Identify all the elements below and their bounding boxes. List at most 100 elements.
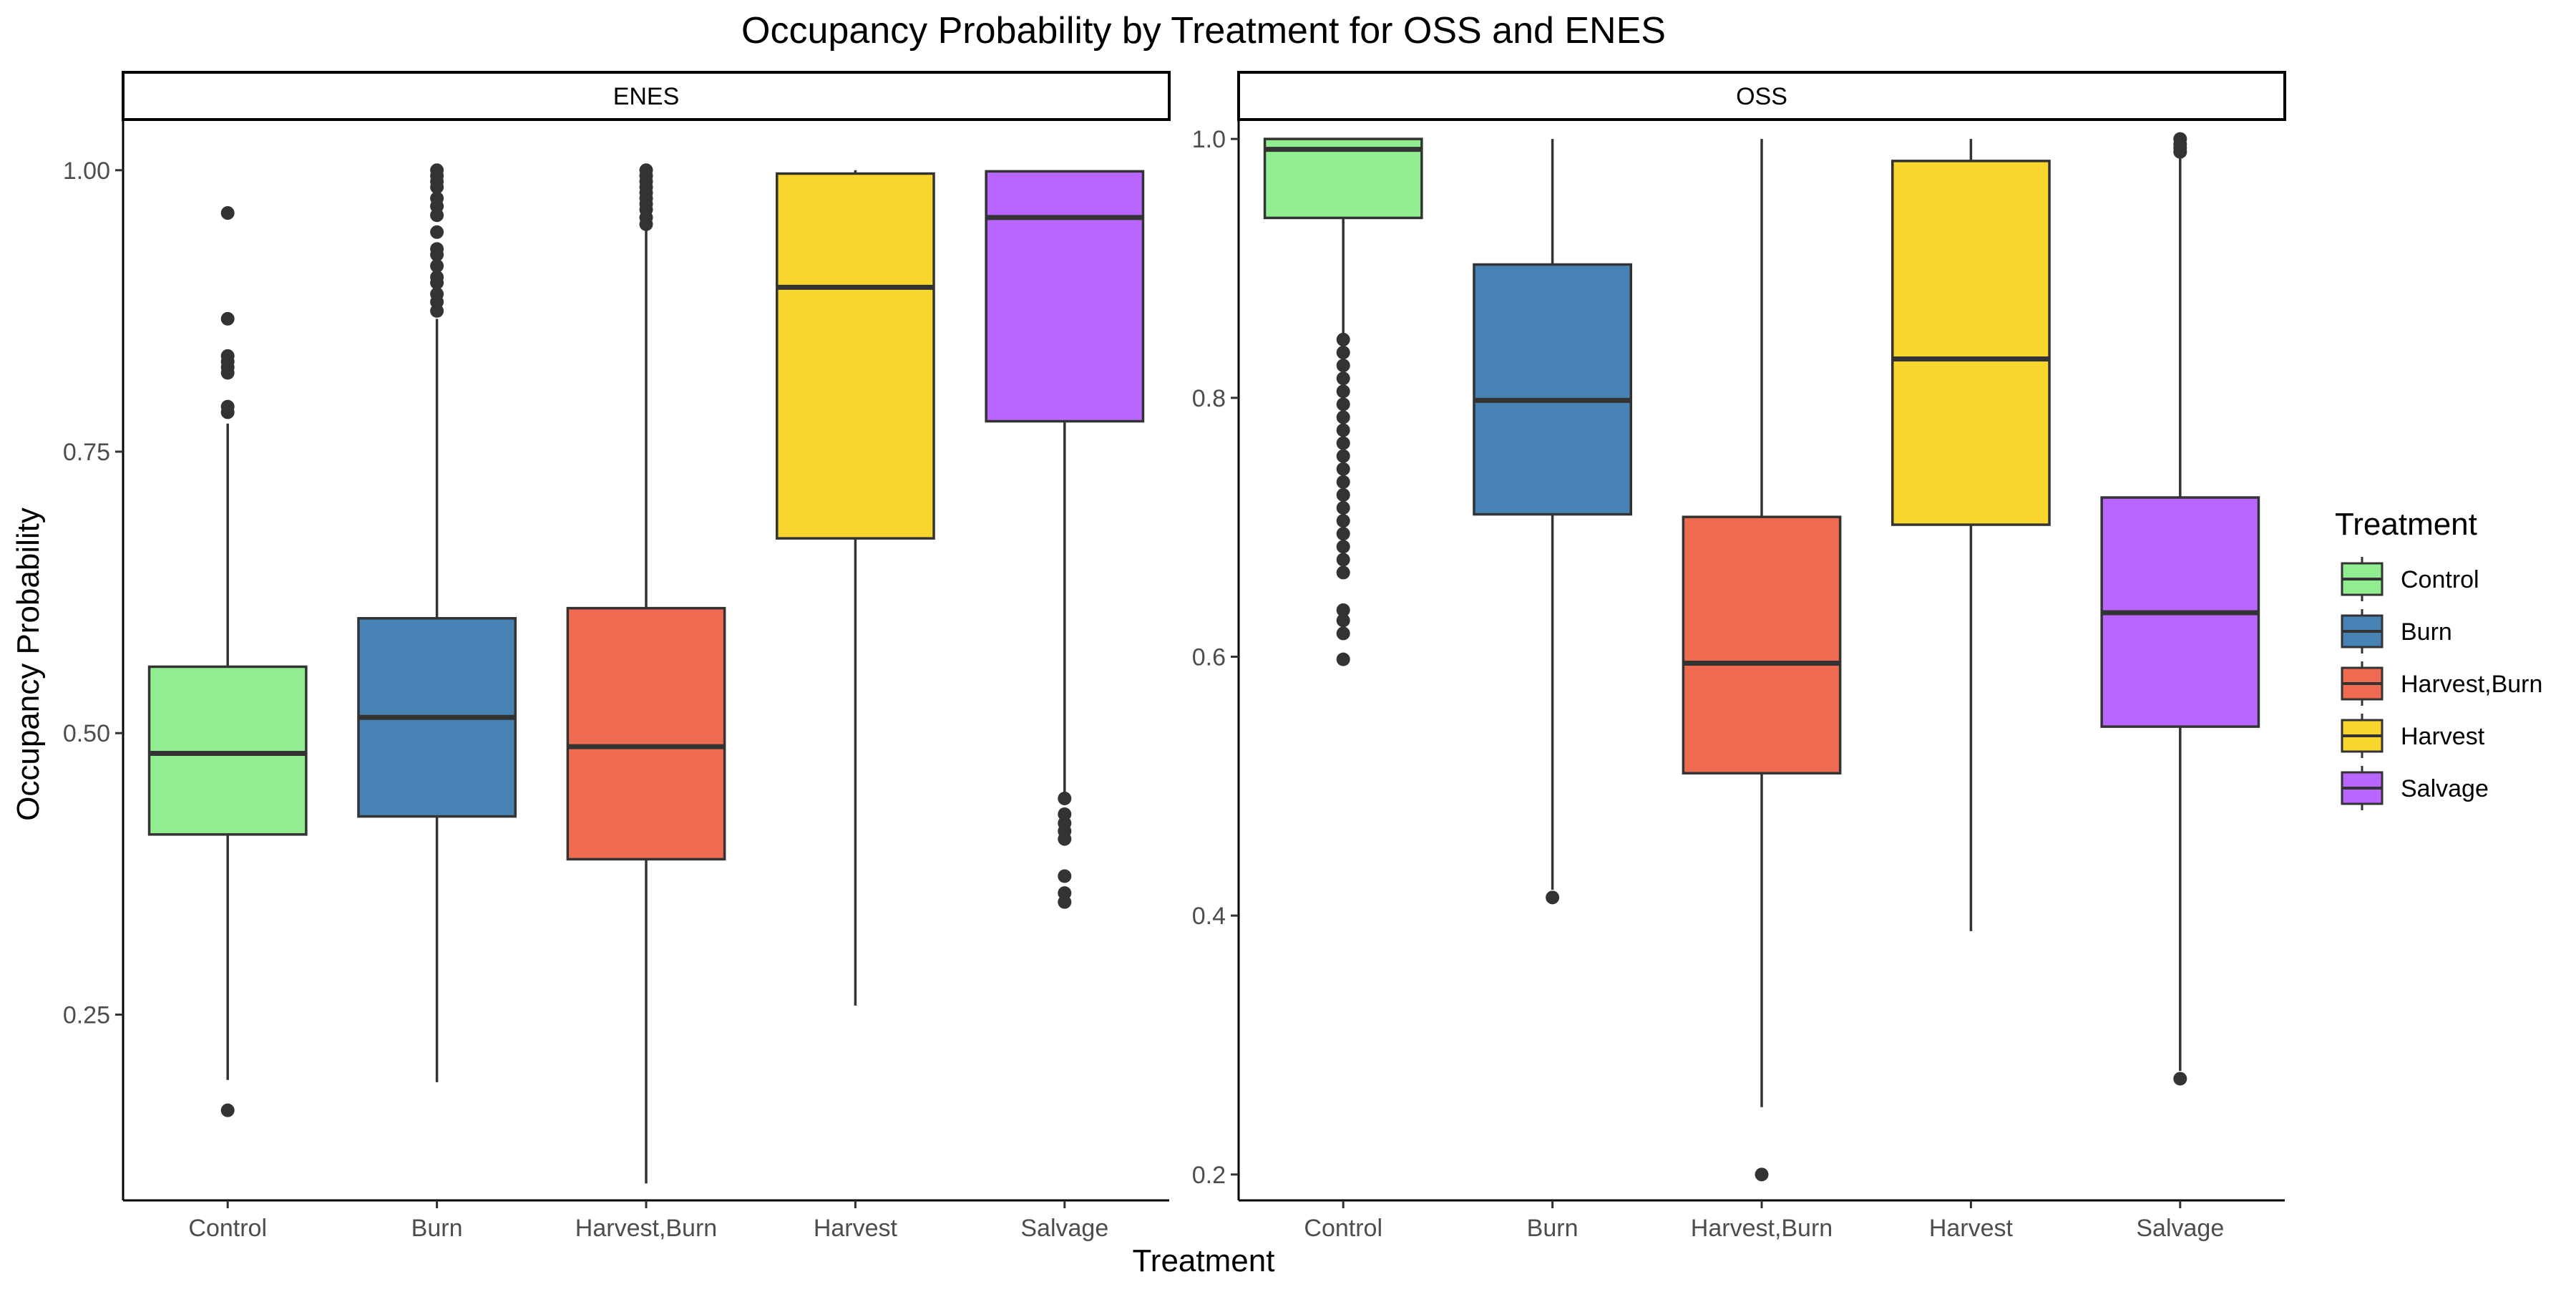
facet-panels: ENES 0.25 0.50 0.75 1.00 Control Burn Harvest,B… (63, 71, 2286, 1242)
outlier-enes-salvage-2 (1058, 869, 1072, 883)
x-tick-label-enes-burn: Burn (411, 1215, 463, 1242)
outlier-oss-control-9 (1336, 501, 1350, 515)
legend-label-harvest: Harvest (2401, 723, 2485, 750)
outlier-enes-burn-4 (430, 270, 444, 284)
strip-label-enes: ENES (613, 83, 680, 110)
outlier-oss-control-16 (1336, 410, 1350, 424)
x-axis-title: Treatment (1133, 1243, 1275, 1278)
legend-label-salvage: Salvage (2401, 775, 2489, 802)
iqr-box-oss-control (1263, 137, 1423, 220)
iqr-box-enes-salvage (985, 170, 1145, 423)
outlier-oss-control-2 (1336, 613, 1350, 628)
y-tick-label-enes-2: 0.75 (63, 439, 110, 466)
outlier-oss-control-15 (1336, 423, 1350, 437)
box-enes-salvage (985, 170, 1145, 909)
outlier-oss-control-8 (1336, 514, 1350, 528)
outlier-oss-control-4 (1336, 565, 1350, 580)
outlier-enes-burn-15 (430, 163, 444, 178)
outlier-oss-control-19 (1336, 371, 1350, 386)
outlier-oss-harvest-burn-0 (1755, 1167, 1769, 1182)
panel-enes: ENES 0.25 0.50 0.75 1.00 Control Burn Harvest,B… (63, 71, 1171, 1242)
x-tick-label-oss-control: Control (1304, 1215, 1382, 1242)
outlier-oss-salvage-0 (2173, 1072, 2187, 1086)
x-tick-label-oss-harvest-burn: Harvest,Burn (1691, 1215, 1833, 1242)
outlier-enes-harvest-burn-9 (639, 163, 653, 178)
legend-entry-harvest-burn: Harvest,Burn (2341, 661, 2542, 706)
outlier-oss-control-20 (1336, 359, 1350, 373)
box-enes-control (147, 206, 308, 1117)
outlier-oss-control-3 (1336, 603, 1350, 617)
outlier-enes-control-0 (220, 1103, 235, 1117)
outlier-enes-control-2 (220, 399, 235, 414)
strip-enes (122, 71, 1171, 121)
outlier-enes-burn-7 (430, 242, 444, 256)
outlier-enes-salvage-1 (1058, 886, 1072, 900)
legend-entry-harvest: Harvest (2341, 714, 2485, 758)
outlier-oss-control-5 (1336, 553, 1350, 567)
outlier-oss-control-10 (1336, 487, 1350, 502)
box-oss-harvest-burn (1682, 139, 1842, 1182)
iqr-box-enes-harvest-burn (566, 606, 726, 861)
y-tick-label-oss-4: 1.0 (1192, 126, 1226, 153)
outlier-oss-control-22 (1336, 332, 1350, 346)
x-tick-label-enes-salvage: Salvage (1020, 1215, 1108, 1242)
x-tick-label-enes-harvest-burn: Harvest,Burn (575, 1215, 717, 1242)
outlier-enes-burn-5 (430, 258, 444, 273)
legend-entry-control: Control (2341, 557, 2479, 601)
panel-oss: OSS 0.2 0.4 0.6 0.8 1.0 Control Burn Harvest,Bur… (1192, 71, 2286, 1242)
y-tick-label-enes-1: 0.50 (63, 720, 110, 747)
box-oss-salvage (2100, 132, 2260, 1086)
strip-oss (1237, 71, 2286, 121)
outlier-oss-control-6 (1336, 540, 1350, 554)
outlier-enes-burn-8 (430, 225, 444, 239)
strip-label-oss: OSS (1736, 83, 1787, 110)
outlier-enes-burn-2 (430, 287, 444, 301)
box-oss-control (1263, 137, 1423, 666)
box-oss-burn (1473, 139, 1632, 905)
iqr-box-oss-harvest (1891, 160, 2051, 526)
outlier-oss-control-12 (1336, 462, 1350, 476)
box-oss-harvest (1891, 139, 2051, 931)
legend: Treatment Control Burn Harvest,Burn Harvest… (2335, 507, 2542, 810)
outlier-oss-control-1 (1336, 626, 1350, 641)
outlier-oss-salvage-4 (2173, 132, 2187, 146)
outlier-oss-control-14 (1336, 436, 1350, 450)
x-tick-label-enes-harvest: Harvest (814, 1215, 898, 1242)
y-axis-title: Occupancy Probability (11, 507, 46, 821)
box-enes-harvest-burn (566, 163, 726, 1184)
outlier-oss-control-18 (1336, 384, 1350, 399)
outlier-oss-control-17 (1336, 397, 1350, 412)
outlier-oss-control-0 (1336, 652, 1350, 666)
chart-title: Occupancy Probability by Treatment for O… (741, 10, 1666, 52)
legend-title: Treatment (2335, 507, 2477, 542)
outlier-enes-control-7 (220, 311, 235, 326)
outlier-oss-control-13 (1336, 449, 1350, 463)
outlier-enes-control-6 (220, 349, 235, 363)
legend-label-control: Control (2401, 566, 2479, 593)
y-tick-label-oss-2: 0.6 (1192, 643, 1226, 671)
outlier-enes-control-8 (220, 206, 235, 220)
y-tick-label-oss-0: 0.2 (1192, 1162, 1226, 1189)
iqr-box-enes-harvest (776, 172, 935, 540)
outlier-oss-burn-0 (1546, 890, 1560, 905)
box-enes-burn (357, 163, 517, 1082)
iqr-box-enes-control (147, 665, 308, 836)
outlier-enes-salvage-7 (1058, 791, 1072, 805)
y-tick-label-oss-1: 0.4 (1192, 903, 1226, 930)
iqr-box-oss-harvest-burn (1682, 515, 1842, 774)
legend-entry-salvage: Salvage (2341, 766, 2489, 810)
legend-label-harvest-burn: Harvest,Burn (2401, 671, 2542, 698)
x-tick-label-oss-burn: Burn (1527, 1215, 1579, 1242)
outlier-oss-control-11 (1336, 475, 1350, 489)
outlier-enes-salvage-6 (1058, 807, 1072, 821)
x-tick-label-oss-salvage: Salvage (2136, 1215, 2224, 1242)
outlier-enes-burn-11 (430, 191, 444, 205)
y-tick-label-enes-0: 0.25 (63, 1001, 110, 1029)
x-tick-label-enes-control: Control (188, 1215, 267, 1242)
outlier-oss-control-7 (1336, 527, 1350, 541)
box-enes-harvest (776, 170, 935, 1006)
y-tick-label-enes-3: 1.00 (63, 157, 110, 185)
iqr-box-oss-burn (1473, 263, 1632, 516)
